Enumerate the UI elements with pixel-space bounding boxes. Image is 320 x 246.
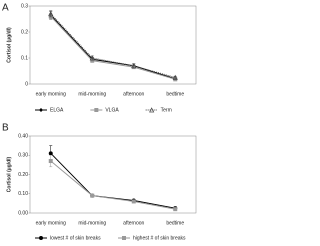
panel-label: A bbox=[2, 3, 9, 14]
legend-label: highest # of skin breaks bbox=[133, 235, 186, 241]
y-tick-label: 0.1 bbox=[21, 55, 28, 61]
y-axis-label: Cortisol (µg/dl) bbox=[6, 156, 12, 192]
series-line bbox=[50, 152, 176, 209]
x-tick-label: afternoon bbox=[123, 220, 144, 226]
y-tick-label: 0.10 bbox=[18, 191, 28, 197]
legend-marker bbox=[39, 236, 43, 240]
marker bbox=[89, 55, 95, 61]
x-tick-label: mid-morning bbox=[78, 91, 106, 97]
y-tick-label: 0.30 bbox=[18, 153, 28, 159]
x-tick-label: early morning bbox=[36, 91, 67, 97]
series-line bbox=[50, 14, 176, 80]
plot-frame bbox=[29, 135, 197, 214]
legend-label: lowest # of skin breaks bbox=[50, 235, 101, 241]
marker bbox=[90, 193, 95, 198]
figure: A Cortisol (µg/dl) 0 0.1 0.2 0.3 early morning… bbox=[2, 3, 197, 241]
y-tick-label: 0.3 bbox=[21, 3, 28, 9]
legend-marker bbox=[39, 108, 43, 112]
marker bbox=[173, 207, 178, 212]
x-tick-label: afternoon bbox=[123, 91, 144, 97]
y-tick-label: 0.20 bbox=[18, 172, 28, 178]
legend-marker bbox=[122, 236, 126, 240]
marker bbox=[172, 74, 178, 80]
panel-label: B bbox=[2, 123, 9, 134]
plot-frame bbox=[29, 5, 197, 85]
marker bbox=[48, 151, 53, 156]
legend-label: ELGA bbox=[50, 107, 64, 113]
x-tick-label: early morning bbox=[36, 220, 67, 226]
y-tick-label: 0.00 bbox=[18, 210, 28, 216]
marker bbox=[48, 159, 53, 164]
x-tick-label: bedtime bbox=[166, 220, 184, 226]
y-axis-label: Cortisol (µg/dl) bbox=[6, 27, 12, 63]
legend-label: Term bbox=[161, 107, 172, 113]
series-line bbox=[50, 13, 176, 78]
marker bbox=[48, 11, 54, 17]
marker bbox=[90, 58, 95, 63]
series-line bbox=[50, 16, 176, 80]
marker bbox=[131, 63, 137, 69]
legend-label: VLGA bbox=[105, 107, 119, 113]
legend-marker bbox=[149, 107, 155, 113]
y-tick-label: 0.2 bbox=[21, 29, 28, 35]
series-line bbox=[50, 160, 176, 210]
x-tick-label: mid-morning bbox=[78, 220, 106, 226]
legend-marker bbox=[94, 108, 99, 112]
y-tick-label: 0.40 bbox=[18, 133, 28, 139]
x-tick-label: bedtime bbox=[166, 91, 184, 97]
marker bbox=[131, 199, 136, 204]
y-tick-label: 0 bbox=[25, 81, 28, 87]
